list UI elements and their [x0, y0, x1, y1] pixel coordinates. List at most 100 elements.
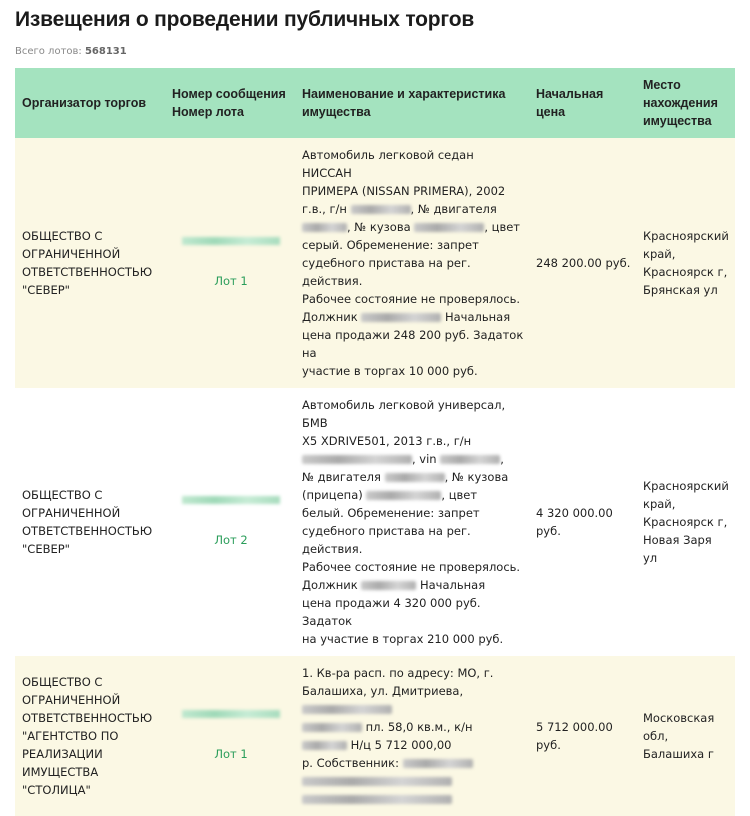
description-text: (прицепа): [302, 488, 367, 502]
description-text: , № кузова: [347, 220, 415, 234]
message-lot-cell: Лот 1: [166, 656, 296, 816]
description-cell: 1. Кв-ра расп. по адресу: МО, г. Балашиха…: [296, 656, 530, 816]
description-line: Н/ц 5 712 000,00: [302, 736, 524, 754]
description-line: Должник Начальная: [302, 308, 524, 326]
message-number-link[interactable]: [182, 709, 280, 718]
message-number-link[interactable]: [182, 495, 280, 504]
description-line: , № кузова , цвет: [302, 218, 524, 236]
description-cell: Автомобиль легковой седан НИССАН ПРИМЕРА …: [296, 138, 530, 388]
location-cell-line: обл, Балашиха г: [643, 729, 714, 761]
location-cell-line: Красноярский: [643, 229, 729, 243]
description-text: ,: [500, 452, 504, 466]
organizer-cell: ОБЩЕСТВО С ОГРАНИЧЕННОЙ ОТВЕТСТВЕННОСТЬЮ "С…: [15, 138, 166, 388]
description-text: Рабочее состояние не проверялось.: [302, 292, 521, 306]
message-number-link[interactable]: [182, 236, 280, 245]
description-text: участие в торгах 10 000 руб.: [302, 364, 478, 378]
redacted-text: [414, 223, 485, 232]
description-line: на участие в торгах 210 000 руб.: [302, 630, 524, 648]
description-text: , vin: [412, 452, 441, 466]
organizer-cell-line: ИМУЩЕСТВА: [22, 765, 99, 779]
organizer-cell: ОБЩЕСТВО С ОГРАНИЧЕННОЙ ОТВЕТСТВЕННОСТЬЮ "А…: [15, 656, 166, 816]
redacted-text: [350, 205, 411, 214]
description-text: р. Собственник:: [302, 756, 403, 770]
auctions-table: Организатор торгов Номер сообщения Номер …: [15, 68, 735, 816]
redacted-text: [361, 581, 417, 590]
location-cell: Московская обл, Балашиха г: [637, 656, 735, 816]
description-text: Начальная: [441, 310, 511, 324]
redacted-text: [384, 473, 445, 482]
redacted-text: [302, 455, 412, 464]
location-cell-line: Московская: [643, 711, 715, 725]
lot-link[interactable]: Лот 1: [214, 746, 248, 761]
redacted-text: [302, 223, 347, 232]
description-text: судебного пристава на рег. действия.: [302, 524, 471, 556]
price-cell: 248 200.00 руб.: [530, 138, 637, 388]
description-cell: Автомобиль легковой универсал, БМВ X5 XDR…: [296, 388, 530, 656]
description-line: Рабочее состояние не проверялось.: [302, 290, 524, 308]
table-row[interactable]: ОБЩЕСТВО С ОГРАНИЧЕННОЙ ОТВЕТСТВЕННОСТЬЮ "С…: [15, 138, 735, 388]
description-text: на участие в торгах 210 000 руб.: [302, 632, 504, 646]
price-cell: 5 712 000.00 руб.: [530, 656, 637, 816]
description-line: серый. Обременение: запрет: [302, 236, 524, 254]
description-line: ПРИМЕРА (NISSAN PRIMERA), 2002: [302, 182, 524, 200]
redacted-text: [302, 795, 452, 804]
description-text: Начальная: [416, 578, 486, 592]
description-text: белый. Обременение: запрет: [302, 506, 480, 520]
description-text: Рабочее состояние не проверялось.: [302, 560, 521, 574]
description-text: пл. 58,0 кв.м., к/н: [362, 720, 473, 734]
redacted-text: [366, 491, 442, 500]
description-line: Автомобиль легковой универсал, БМВ: [302, 396, 524, 432]
description-line: , vin ,: [302, 450, 524, 468]
description-line: [302, 790, 524, 808]
organizer-cell-line: ОБЩЕСТВО С: [22, 229, 103, 243]
description-text: Должник: [302, 310, 362, 324]
table-header: Организатор торгов Номер сообщения Номер …: [15, 68, 735, 138]
lot-link[interactable]: Лот 1: [214, 273, 248, 288]
description-line: (прицепа) , цвет: [302, 486, 524, 504]
header-description: Наименование и характеристика имущества: [296, 68, 530, 138]
total-lots: Всего лотов: 568131: [15, 46, 127, 57]
header-price: Начальная цена: [530, 68, 637, 138]
description-text: , цвет: [441, 488, 478, 502]
location-cell-line: Красноярский: [643, 479, 729, 493]
redacted-text: [302, 705, 392, 714]
description-text: , цвет: [484, 220, 521, 234]
description-line: участие в торгах 10 000 руб.: [302, 362, 524, 380]
lot-link[interactable]: Лот 2: [214, 532, 248, 547]
description-line: судебного пристава на рег. действия.: [302, 522, 524, 558]
description-text: г.в., г/н: [302, 202, 351, 216]
redacted-text: [302, 777, 452, 786]
table-row[interactable]: ОБЩЕСТВО С ОГРАНИЧЕННОЙ ОТВЕТСТВЕННОСТЬЮ "С…: [15, 388, 735, 656]
description-line: X5 XDRIVE501, 2013 г.в., г/н: [302, 432, 524, 450]
organizer-cell-line: "СТОЛИЦА": [22, 783, 91, 797]
description-text: Автомобиль легковой седан НИССАН: [302, 148, 474, 180]
description-line: пл. 58,0 кв.м., к/н: [302, 718, 524, 736]
organizer-cell-line: ОТВЕТСТВЕННОСТЬЮ: [22, 524, 153, 538]
description-text: ПРИМЕРА (NISSAN PRIMERA), 2002: [302, 184, 506, 198]
redacted-text: [440, 455, 501, 464]
location-cell: Красноярский край, Красноярск г, Брянская у…: [637, 138, 735, 388]
description-line: белый. Обременение: запрет: [302, 504, 524, 522]
page-title: Извещения о проведении публичных торгов: [15, 8, 475, 31]
organizer-cell-line: "АГЕНТСТВО ПО: [22, 729, 119, 743]
description-line: Автомобиль легковой седан НИССАН: [302, 146, 524, 182]
organizer-cell-line: ОБЩЕСТВО С: [22, 675, 103, 689]
organizer-cell: ОБЩЕСТВО С ОГРАНИЧЕННОЙ ОТВЕТСТВЕННОСТЬЮ "С…: [15, 388, 166, 656]
location-cell-line: Красноярск г,: [643, 515, 728, 529]
description-line: № двигателя , № кузова: [302, 468, 524, 486]
description-text: X5 XDRIVE501, 2013 г.в., г/н: [302, 434, 472, 448]
description-text: цена продажи 4 320 000 руб. Задаток: [302, 596, 481, 628]
description-text: , № двигателя: [410, 202, 497, 216]
table-row[interactable]: ОБЩЕСТВО С ОГРАНИЧЕННОЙ ОТВЕТСТВЕННОСТЬЮ "А…: [15, 656, 735, 816]
organizer-cell-line: ОГРАНИЧЕННОЙ: [22, 693, 121, 707]
organizer-cell-line: "СЕВЕР": [22, 542, 70, 556]
location-cell-line: Новая Заря ул: [643, 533, 712, 565]
description-text: № двигателя: [302, 470, 385, 484]
description-text: 1. Кв-ра расп. по адресу: МО, г.: [302, 666, 494, 680]
price-cell: 4 320 000.00 руб.: [530, 388, 637, 656]
description-text: Балашиха, ул. Дмитриева,: [302, 684, 464, 698]
message-lot-cell: Лот 2: [166, 388, 296, 656]
organizer-cell-line: ОГРАНИЧЕННОЙ: [22, 506, 121, 520]
organizer-cell-line: ОТВЕТСТВЕННОСТЬЮ: [22, 711, 153, 725]
location-cell-line: край,: [643, 247, 676, 261]
